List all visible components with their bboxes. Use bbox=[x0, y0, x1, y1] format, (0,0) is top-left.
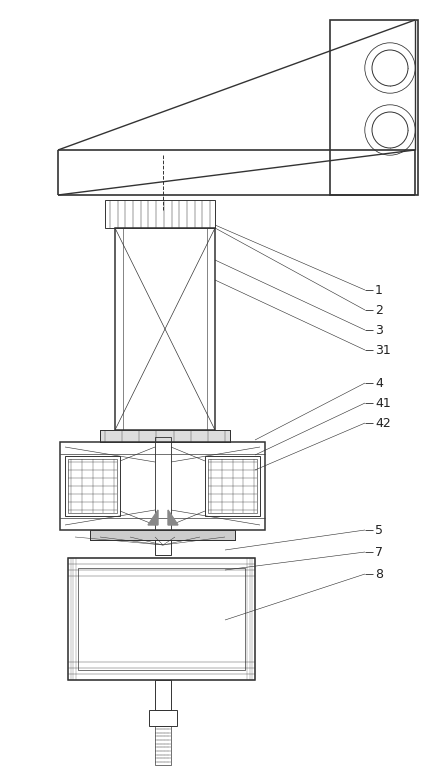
Text: 42: 42 bbox=[375, 416, 391, 430]
Bar bbox=[68, 459, 117, 513]
Circle shape bbox=[372, 112, 408, 148]
Bar bbox=[68, 558, 255, 680]
Text: 2: 2 bbox=[375, 303, 383, 317]
Bar bbox=[90, 530, 235, 540]
Bar bbox=[65, 456, 120, 516]
Bar bbox=[149, 710, 177, 726]
Text: 8: 8 bbox=[375, 568, 383, 580]
Text: 41: 41 bbox=[375, 397, 391, 409]
Text: 31: 31 bbox=[375, 343, 391, 357]
Text: 4: 4 bbox=[375, 376, 383, 390]
Bar bbox=[155, 437, 171, 535]
Bar bbox=[330, 20, 418, 195]
Text: 1: 1 bbox=[375, 284, 383, 296]
Bar bbox=[155, 726, 171, 765]
Bar bbox=[60, 442, 265, 530]
Bar bbox=[105, 200, 215, 228]
Bar bbox=[100, 430, 230, 442]
Bar bbox=[78, 568, 245, 670]
Bar bbox=[90, 530, 235, 540]
Bar bbox=[115, 228, 215, 430]
Bar bbox=[155, 680, 171, 710]
Bar bbox=[123, 228, 207, 430]
Text: 3: 3 bbox=[375, 324, 383, 336]
Bar bbox=[100, 430, 230, 442]
Bar bbox=[205, 456, 260, 516]
Bar bbox=[155, 540, 171, 555]
Circle shape bbox=[372, 50, 408, 86]
Polygon shape bbox=[168, 510, 178, 525]
Text: 7: 7 bbox=[375, 546, 383, 558]
Bar bbox=[208, 459, 257, 513]
Polygon shape bbox=[148, 510, 158, 525]
Text: 5: 5 bbox=[375, 524, 383, 536]
